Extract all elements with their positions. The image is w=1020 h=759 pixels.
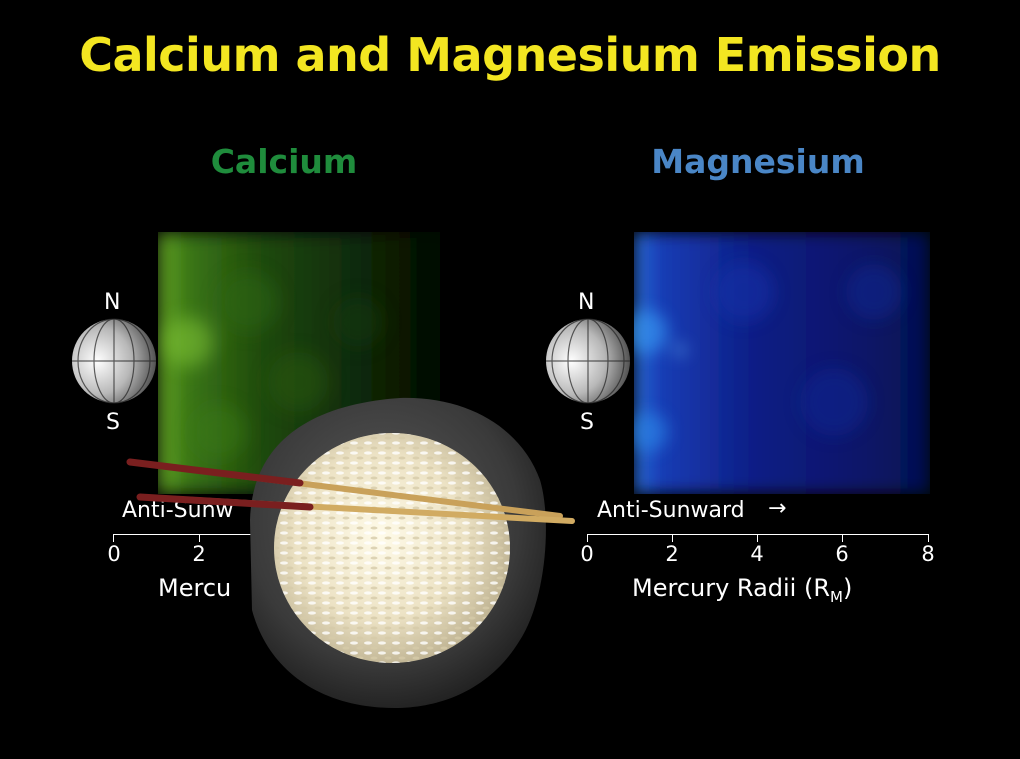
mercury-globe-icon — [72, 318, 156, 404]
x-axis-tick — [842, 534, 843, 542]
x-axis-tick — [113, 534, 114, 542]
direction-label: Anti-Sunward — [597, 498, 745, 523]
north-label: N — [104, 290, 121, 315]
x-axis-tick — [587, 534, 588, 542]
x-tick-label: 4 — [750, 542, 764, 566]
page-title: Calcium and Magnesium Emission — [79, 28, 941, 82]
x-axis-tick — [199, 534, 200, 542]
x-tick-label: 2 — [192, 542, 206, 566]
mercury-globe-icon — [546, 318, 630, 404]
x-axis-line — [587, 534, 929, 535]
x-axis-tick — [672, 534, 673, 542]
x-axis-tick — [928, 534, 929, 542]
x-tick-label: 0 — [580, 542, 594, 566]
magnesium-emission-map — [634, 232, 930, 494]
south-label: S — [106, 410, 120, 435]
x-axis-label: Mercu — [158, 574, 232, 602]
calcium-panel-title: Calcium — [210, 142, 358, 181]
x-tick-label: 2 — [665, 542, 679, 566]
x-tick-label: 6 — [835, 542, 849, 566]
x-tick-label: 8 — [921, 542, 935, 566]
x-axis-tick — [757, 534, 758, 542]
north-label: N — [578, 290, 595, 315]
magnesium-panel-title: Magnesium — [651, 142, 865, 181]
arrow-right-icon: → — [768, 496, 787, 521]
south-label: S — [580, 410, 594, 435]
x-axis-label: Mercury Radii (RM) — [632, 574, 853, 606]
x-tick-label: 0 — [107, 542, 121, 566]
